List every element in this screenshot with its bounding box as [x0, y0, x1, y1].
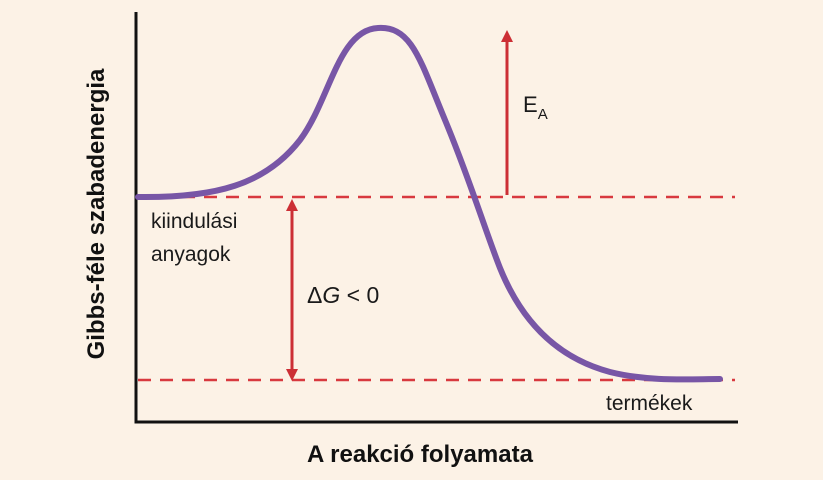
- activation-energy-label: EA: [523, 92, 548, 123]
- g-symbol: G: [322, 282, 340, 308]
- x-axis-title: A reakció folyamata: [307, 441, 534, 468]
- delta-symbol: Δ: [307, 282, 322, 308]
- delta-g-relation: < 0: [340, 282, 379, 308]
- products-label: termékek: [606, 392, 693, 415]
- reactants-label-line-2: anyagok: [151, 243, 231, 266]
- reaction-energy-curve: [135, 24, 723, 383]
- delta-g-label: ΔG < 0: [307, 282, 379, 308]
- activation-energy-symbol: E: [523, 92, 538, 117]
- activation-energy-subscript: A: [538, 106, 548, 123]
- reactants-label-line-1: kiindulási: [151, 210, 237, 233]
- y-axis-title: Gibbs-féle szabadenergia: [83, 68, 110, 359]
